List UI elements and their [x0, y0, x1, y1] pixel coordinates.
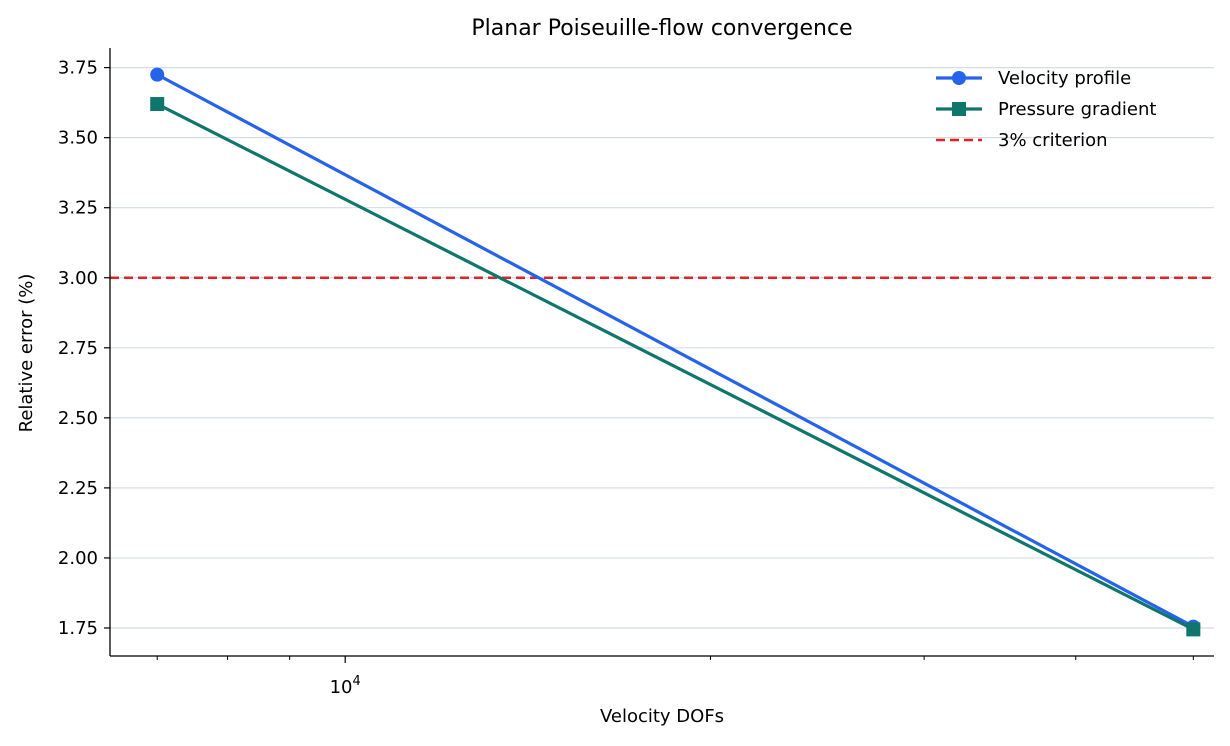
legend-label: 3% criterion [998, 130, 1108, 151]
legend-label: Velocity profile [998, 68, 1131, 89]
x-tick-label: 104 [330, 674, 361, 698]
series-line-velocity [156, 73, 1195, 628]
axes [109, 48, 1214, 657]
y-tick-label: 3.50 [58, 128, 98, 149]
data-point-velocity [150, 67, 165, 82]
legend-marker-square [952, 102, 966, 116]
y-tick-label: 2.00 [58, 548, 98, 569]
x-axis-label: Velocity DOFs [600, 706, 724, 727]
series-line-pressure [156, 102, 1195, 631]
series-layer [150, 67, 1201, 637]
y-tick-label: 2.50 [58, 408, 98, 429]
data-point-pressure [150, 97, 165, 112]
y-tick-label: 3.75 [58, 58, 98, 79]
y-axis-label: Relative error (%) [16, 274, 37, 433]
y-tick-label: 1.75 [58, 618, 98, 639]
chart-title: Planar Poiseuille-flow convergence [471, 16, 852, 41]
y-tick-label: 2.25 [58, 478, 98, 499]
y-tick-label: 3.00 [58, 268, 98, 289]
y-tick-label: 3.25 [58, 198, 98, 219]
legend: Velocity profile Pressure gradient 3% crit… [936, 68, 1156, 151]
ticks: 1.75 2.00 2.25 2.50 2.75 3.00 3.25 3.50 3.75 104 [58, 58, 1194, 698]
legend-label: Pressure gradient [998, 99, 1156, 120]
legend-marker-circle [952, 71, 966, 85]
data-point-pressure [1186, 622, 1201, 637]
grid [110, 67, 1214, 629]
y-tick-label: 2.75 [58, 338, 98, 359]
